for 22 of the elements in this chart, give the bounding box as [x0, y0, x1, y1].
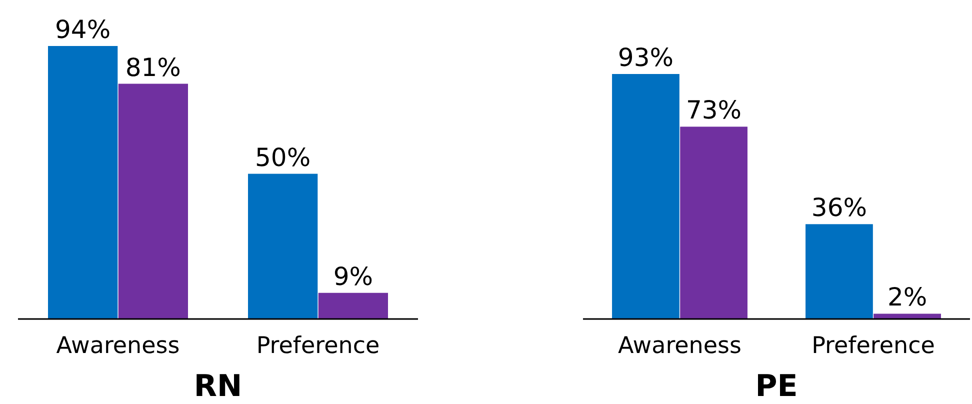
data-label: 50% — [255, 142, 311, 172]
data-label: 2% — [887, 282, 928, 312]
bar — [48, 46, 118, 319]
x-tick-label: Awareness — [56, 333, 180, 359]
data-label: 73% — [686, 96, 742, 125]
data-label: 36% — [811, 193, 868, 222]
x-tick-label: Preference — [256, 333, 380, 359]
bar — [806, 224, 873, 319]
data-label: 93% — [618, 43, 674, 72]
bar — [680, 126, 748, 319]
bar — [612, 74, 680, 319]
x-tick-label: Preference — [812, 333, 935, 359]
bar — [874, 314, 941, 319]
text: PE — [755, 369, 798, 404]
data-label: 9% — [333, 262, 374, 291]
data-label: 94% — [55, 15, 111, 44]
bar — [248, 174, 318, 319]
x-tick-label: Awareness — [618, 333, 742, 359]
bar — [318, 292, 388, 319]
data-label: 81% — [125, 52, 181, 82]
text: RN — [194, 369, 242, 404]
bar — [118, 84, 188, 319]
